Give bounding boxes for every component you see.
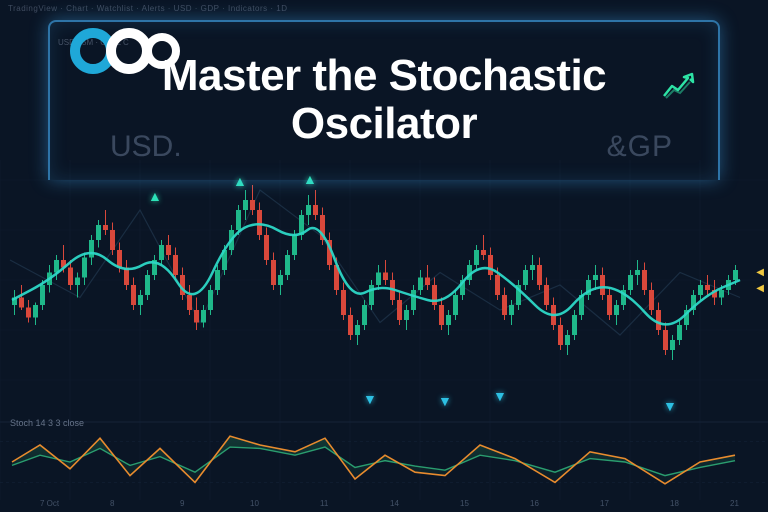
x-axis-label: 15 [460, 499, 469, 508]
x-axis-label: 14 [390, 499, 399, 508]
x-axis-label: 7 Oct [40, 499, 59, 508]
x-axis-label: 17 [600, 499, 609, 508]
trend-up-icon [662, 72, 698, 107]
signal-down-icon: ▼ [438, 393, 452, 409]
x-axis-label: 10 [250, 499, 259, 508]
x-axis-label: 16 [530, 499, 539, 508]
x-axis-label: 21 [730, 499, 739, 508]
signal-down-icon: ▼ [663, 398, 677, 414]
indicator-label: Stoch 14 3 3 close [10, 418, 84, 428]
x-axis-label: 11 [320, 499, 328, 508]
signal-down-icon: ▼ [493, 388, 507, 404]
price-marker-icon: ◀ [756, 283, 764, 294]
app-menubar: TradingView · Chart · Watchlist · Alerts… [8, 4, 760, 13]
signal-up-icon: ▲ [233, 173, 247, 189]
signal-up-icon: ▲ [148, 188, 162, 204]
signal-up-icon: ▲ [303, 171, 317, 187]
headline-line-1: Master the Stochastic [162, 51, 606, 100]
signal-down-icon: ▼ [363, 391, 377, 407]
price-marker-icon: ◀ [756, 267, 764, 278]
headline-title: Master the Stochastic Oscilator [0, 52, 768, 147]
x-axis-label: 9 [180, 499, 184, 508]
x-axis-label: 8 [110, 499, 114, 508]
x-axis-label: 18 [670, 499, 679, 508]
headline-line-2: Oscilator [291, 99, 477, 148]
